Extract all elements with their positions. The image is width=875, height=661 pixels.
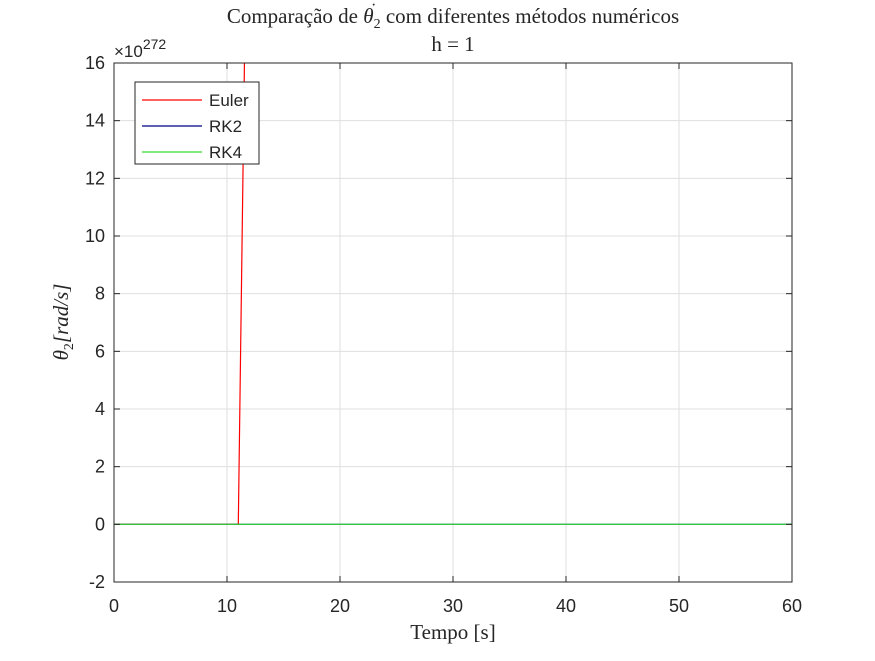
y-tick-label: 16: [85, 53, 105, 73]
x-tick-label: 50: [669, 596, 689, 616]
chart-title: Comparação de θ2 com diferentes métodos …: [227, 4, 679, 32]
x-tick-label: 10: [217, 596, 237, 616]
title-theta-symbol: θ: [363, 4, 373, 28]
y-exponent-label: ×10272: [114, 36, 166, 61]
legend-label-rk4: RK4: [209, 143, 242, 162]
y-tick-label: 10: [85, 226, 105, 246]
y-tick-label: 8: [95, 284, 105, 304]
chart-subtitle: h = 1: [431, 32, 474, 56]
x-tick-label: 60: [782, 596, 802, 616]
y-tick-label: 6: [95, 341, 105, 361]
legend-label-rk2: RK2: [209, 117, 242, 136]
series-layer: [114, 63, 792, 525]
x-tick-label: 0: [109, 596, 119, 616]
y-tick-label: 4: [95, 399, 105, 419]
x-tick-label: 40: [556, 596, 576, 616]
title-theta-dot: ·: [371, 0, 376, 14]
x-tick-label: 20: [330, 596, 350, 616]
x-axis-label: Tempo [s]: [410, 620, 495, 644]
y-tick-label: -2: [89, 572, 105, 592]
legend-label-euler: Euler: [209, 91, 249, 110]
y-tick-label: 12: [85, 168, 105, 188]
y-tick-label: 2: [95, 457, 105, 477]
svg-text:θ2[rad/s]: θ2[rad/s]: [49, 284, 77, 361]
y-axis-label: θ2[rad/s]: [49, 284, 77, 361]
x-tick-label: 30: [443, 596, 463, 616]
y-tick-label: 14: [85, 111, 105, 131]
y-tick-label: 0: [95, 514, 105, 534]
legend-box: [134, 81, 260, 165]
legend: Euler RK2 RK4: [134, 81, 260, 165]
